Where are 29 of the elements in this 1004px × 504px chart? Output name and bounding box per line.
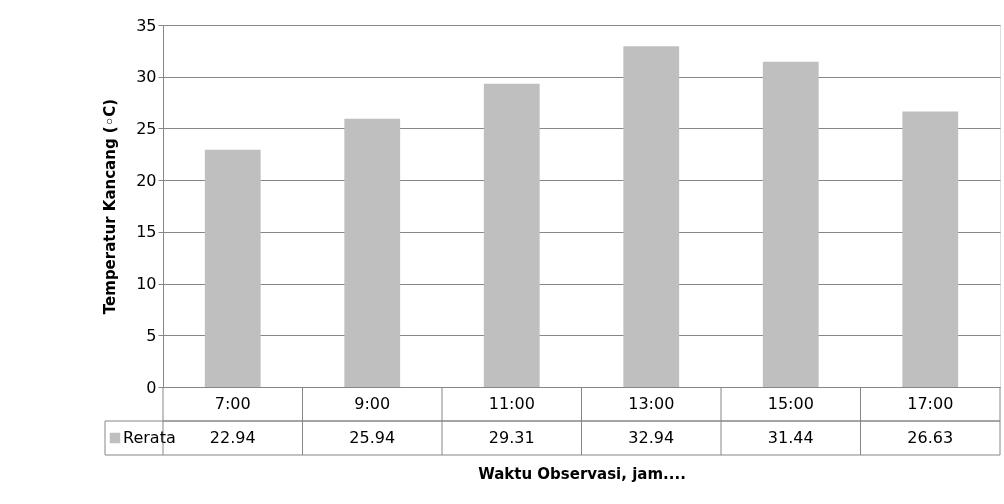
- y-tick-label: 30: [136, 67, 157, 87]
- data-label: 29.31: [488, 428, 535, 447]
- x-tick-label: 11:00: [488, 393, 535, 413]
- y-tick-label: 25: [136, 118, 157, 138]
- y-tick-label: 35: [136, 15, 157, 35]
- legend-label: Rerata: [123, 428, 176, 447]
- y-tick-label: 15: [136, 222, 157, 242]
- x-tick-label: 9:00: [354, 393, 391, 413]
- data-label: 25.94: [349, 428, 396, 447]
- bar: [623, 46, 680, 387]
- data-label: 32.94: [628, 428, 675, 447]
- x-tick-label: 13:00: [628, 393, 675, 413]
- x-axis-title: Waktu Observasi, jam....: [478, 464, 686, 483]
- y-tick-label: 5: [146, 325, 157, 345]
- bar: [483, 83, 540, 387]
- y-axis-title: Temperatur Kancang (◦C): [101, 98, 120, 315]
- y-tick-label: 20: [136, 170, 157, 190]
- y-tick-label: 10: [136, 274, 157, 294]
- bar: [204, 149, 261, 387]
- data-label: 31.44: [767, 428, 814, 447]
- bar: [902, 111, 959, 387]
- data-label: 26.63: [907, 428, 954, 447]
- data-label: 22.94: [209, 428, 256, 447]
- x-tick-label: 17:00: [907, 393, 954, 413]
- x-tick-label: 7:00: [214, 393, 251, 413]
- y-tick-label: 0: [146, 377, 157, 397]
- bar: [344, 118, 401, 387]
- x-tick-label: 15:00: [767, 393, 814, 413]
- bar: [762, 61, 819, 387]
